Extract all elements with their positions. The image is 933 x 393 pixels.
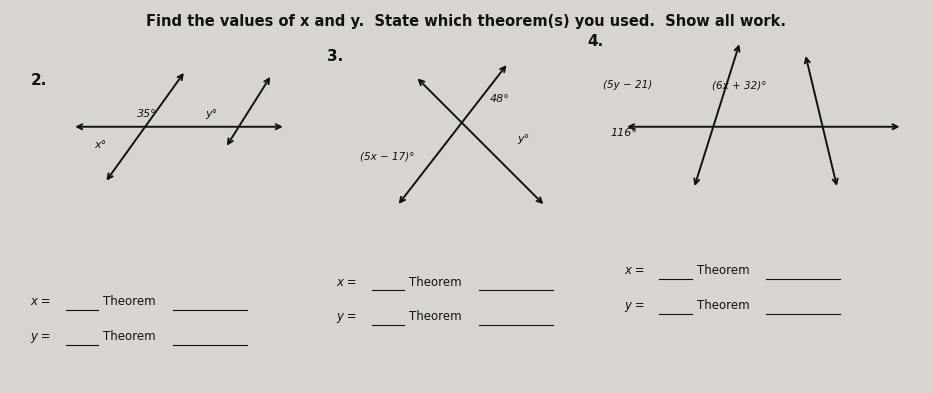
- Text: 4.: 4.: [587, 34, 604, 49]
- Text: y°: y°: [518, 134, 530, 144]
- Text: y =: y =: [337, 310, 361, 323]
- Text: x =: x =: [31, 295, 55, 308]
- Text: y =: y =: [624, 299, 648, 312]
- Text: x =: x =: [624, 264, 648, 277]
- Text: Theorem: Theorem: [103, 295, 156, 308]
- Text: (5y − 21): (5y − 21): [603, 80, 652, 90]
- Text: Find the values of x and y.  State which theorem(s) you used.  Show all work.: Find the values of x and y. State which …: [146, 15, 787, 29]
- Text: 35°: 35°: [136, 109, 157, 119]
- Text: Theorem: Theorem: [409, 275, 462, 288]
- Text: Theorem: Theorem: [409, 310, 462, 323]
- Text: x =: x =: [337, 275, 361, 288]
- Text: (6x + 32)°: (6x + 32)°: [712, 80, 767, 90]
- Text: 3.: 3.: [327, 49, 343, 64]
- Text: Theorem: Theorem: [697, 264, 749, 277]
- Text: 116°: 116°: [610, 129, 637, 138]
- Text: Theorem: Theorem: [697, 299, 749, 312]
- Text: 2.: 2.: [31, 73, 47, 88]
- Text: y =: y =: [31, 330, 55, 343]
- Text: (5x − 17)°: (5x − 17)°: [360, 152, 414, 162]
- Text: x°: x°: [94, 140, 106, 150]
- Text: 48°: 48°: [490, 94, 509, 104]
- Text: Theorem: Theorem: [103, 330, 156, 343]
- Text: y°: y°: [205, 109, 217, 119]
